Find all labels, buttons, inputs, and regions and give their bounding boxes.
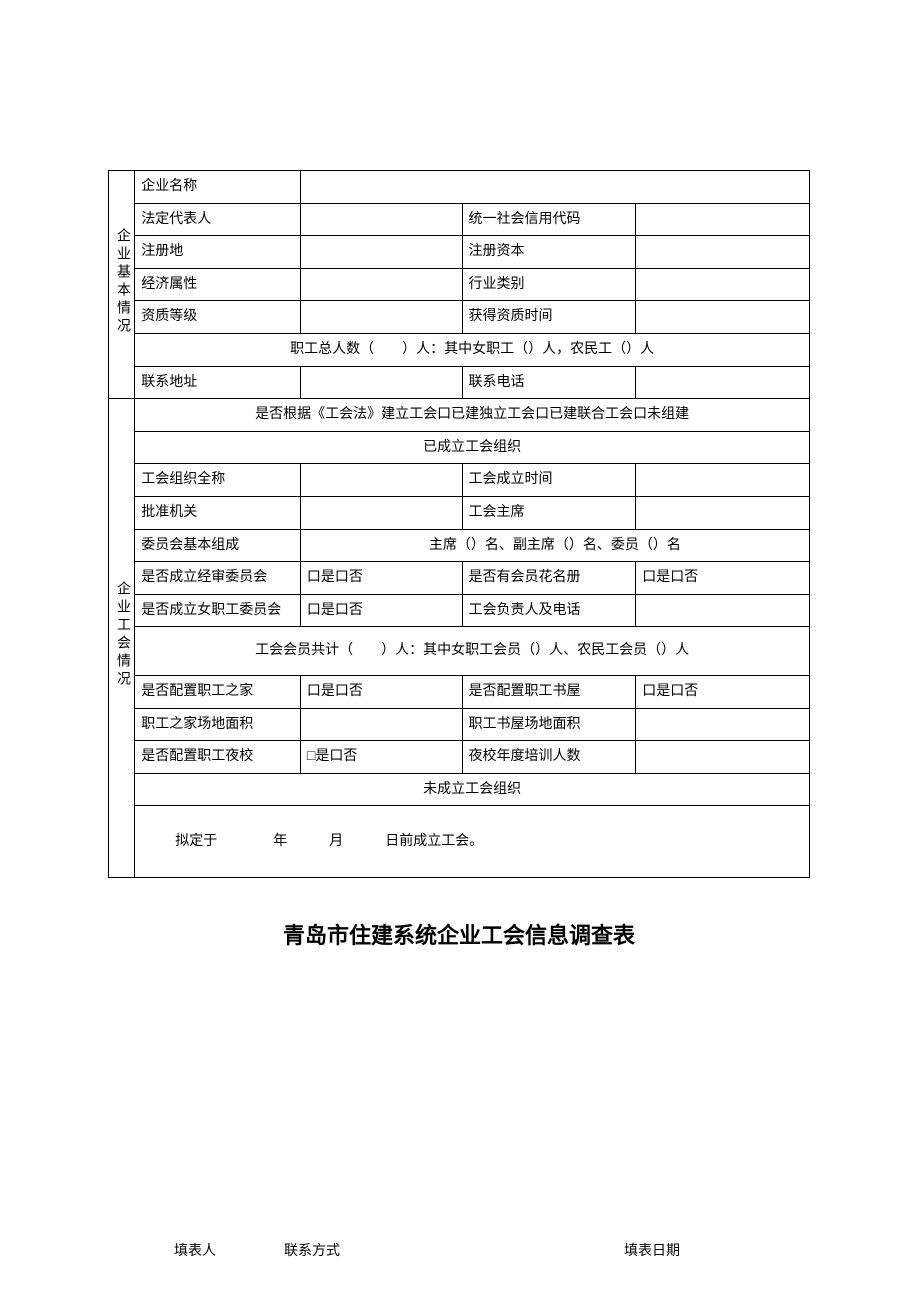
field-committee-comp[interactable]: 主席（）名、副主席（）名、委员（）名 bbox=[300, 529, 809, 562]
label-union-contact: 工会负责人及电话 bbox=[462, 594, 636, 627]
page-container: 企业基本情况 企业名称 法定代表人 统一社会信用代码 注册地 注册资本 经济属性… bbox=[0, 0, 920, 1260]
footer-row: 填表人 联系方式 填表日期 bbox=[108, 1240, 810, 1260]
field-member-roster[interactable]: 口是口否 bbox=[636, 562, 810, 595]
label-training-count: 夜校年度培训人数 bbox=[462, 741, 636, 774]
field-union-contact[interactable] bbox=[636, 594, 810, 627]
field-reg-location[interactable] bbox=[300, 236, 462, 269]
label-qual-time: 获得资质时间 bbox=[462, 301, 636, 334]
label-reg-location: 注册地 bbox=[135, 236, 301, 269]
field-female-committee[interactable]: 口是口否 bbox=[300, 594, 462, 627]
label-committee-comp: 委员会基本组成 bbox=[135, 529, 301, 562]
row-union-established[interactable]: 是否根据《工会法》建立工会口已建独立工会口已建联合工会口未组建 bbox=[135, 399, 810, 432]
field-union-found-time[interactable] bbox=[636, 464, 810, 497]
field-book-area[interactable] bbox=[636, 708, 810, 741]
field-union-chair[interactable] bbox=[636, 496, 810, 529]
label-econ-type: 经济属性 bbox=[135, 268, 301, 301]
label-union-chair: 工会主席 bbox=[462, 496, 636, 529]
page-title: 青岛市住建系统企业工会信息调查表 bbox=[108, 918, 810, 950]
footer-filler: 填表人 bbox=[114, 1240, 284, 1260]
section2-header: 企业工会情况 bbox=[109, 399, 135, 878]
field-worker-home[interactable]: 口是口否 bbox=[300, 675, 462, 708]
field-address[interactable] bbox=[300, 366, 462, 399]
label-worker-home: 是否配置职工之家 bbox=[135, 675, 301, 708]
field-qual-time[interactable] bbox=[636, 301, 810, 334]
label-approval-org: 批准机关 bbox=[135, 496, 301, 529]
row-planned-date[interactable]: 拟定于 年 月 日前成立工会。 bbox=[135, 806, 810, 878]
field-reg-capital[interactable] bbox=[636, 236, 810, 269]
label-company-name: 企业名称 bbox=[135, 171, 301, 204]
field-book-house[interactable]: 口是口否 bbox=[636, 675, 810, 708]
field-credit-code[interactable] bbox=[636, 203, 810, 236]
field-industry[interactable] bbox=[636, 268, 810, 301]
row-employee-total[interactable]: 职工总人数（ ）人：其中女职工（）人，农民工（）人 bbox=[135, 333, 810, 366]
label-female-committee: 是否成立女职工委员会 bbox=[135, 594, 301, 627]
field-home-area[interactable] bbox=[300, 708, 462, 741]
label-union-full-name: 工会组织全称 bbox=[135, 464, 301, 497]
label-phone: 联系电话 bbox=[462, 366, 636, 399]
field-legal-rep[interactable] bbox=[300, 203, 462, 236]
label-address: 联系地址 bbox=[135, 366, 301, 399]
field-company-name[interactable] bbox=[300, 171, 809, 204]
field-training-count[interactable] bbox=[636, 741, 810, 774]
field-night-school[interactable]: □是口否 bbox=[300, 741, 462, 774]
footer-date: 填表日期 bbox=[544, 1240, 804, 1260]
label-credit-code: 统一社会信用代码 bbox=[462, 203, 636, 236]
field-phone[interactable] bbox=[636, 366, 810, 399]
field-audit-committee[interactable]: 口是口否 bbox=[300, 562, 462, 595]
label-book-house: 是否配置职工书屋 bbox=[462, 675, 636, 708]
label-industry: 行业类别 bbox=[462, 268, 636, 301]
label-home-area: 职工之家场地面积 bbox=[135, 708, 301, 741]
form-table: 企业基本情况 企业名称 法定代表人 统一社会信用代码 注册地 注册资本 经济属性… bbox=[108, 170, 810, 878]
row-union-formed-heading: 已成立工会组织 bbox=[135, 431, 810, 464]
label-book-area: 职工书屋场地面积 bbox=[462, 708, 636, 741]
row-union-not-formed-heading: 未成立工会组织 bbox=[135, 773, 810, 806]
label-night-school: 是否配置职工夜校 bbox=[135, 741, 301, 774]
footer-contact: 联系方式 bbox=[284, 1240, 544, 1260]
row-union-member-total[interactable]: 工会会员共计（ ）人：其中女职工会员（）人、农民工会员（）人 bbox=[135, 627, 810, 676]
field-qual-level[interactable] bbox=[300, 301, 462, 334]
label-union-found-time: 工会成立时间 bbox=[462, 464, 636, 497]
label-reg-capital: 注册资本 bbox=[462, 236, 636, 269]
field-econ-type[interactable] bbox=[300, 268, 462, 301]
label-member-roster: 是否有会员花名册 bbox=[462, 562, 636, 595]
label-qual-level: 资质等级 bbox=[135, 301, 301, 334]
field-union-full-name[interactable] bbox=[300, 464, 462, 497]
section1-header: 企业基本情况 bbox=[109, 171, 135, 399]
label-legal-rep: 法定代表人 bbox=[135, 203, 301, 236]
field-approval-org[interactable] bbox=[300, 496, 462, 529]
label-audit-committee: 是否成立经审委员会 bbox=[135, 562, 301, 595]
